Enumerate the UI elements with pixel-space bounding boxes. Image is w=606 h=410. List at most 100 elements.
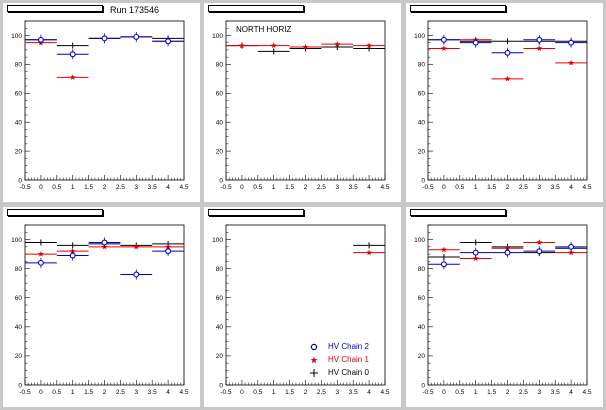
x-tick-label: 2 [103,184,107,191]
y-tick-label: 40 [216,119,224,126]
run-label: Run 173546 [110,5,160,15]
y-tick-label: 20 [216,353,224,360]
y-tick-label: 0 [219,177,223,184]
legend-label: HV Chain 0 [328,368,369,377]
data-point [568,59,575,66]
x-tick-label: 0 [240,184,244,191]
y-tick-label: 80 [216,62,224,69]
x-tick-label: 4 [367,389,371,396]
data-point [536,36,543,43]
y-tick-label: 100 [212,33,223,40]
y-tick-label: 0 [421,382,425,389]
x-tick-label: 1.5 [487,184,496,191]
x-tick-label: 3 [134,184,138,191]
data-point [37,259,44,266]
x-tick-label: 0.5 [253,184,262,191]
y-tick-label: 80 [418,62,426,69]
data-point [440,36,447,43]
pad-3: -0.5 0 0.5 1 1.5 2 2.5 3 3.5 4 4.5 0 20 40 60 80 100 [406,3,603,202]
x-tick-label: 2 [103,389,107,396]
y-tick-label: 100 [414,237,425,244]
x-tick-label: 0 [442,184,446,191]
data-point [472,39,479,46]
x-tick-label: 0.5 [52,389,61,396]
x-tick-label: 3 [335,184,339,191]
pad-title-box [410,209,506,216]
x-tick-label: 0.5 [455,184,464,191]
x-tick-label: 4.5 [380,184,389,191]
data-point [440,45,447,52]
x-tick-label: 0 [442,389,446,396]
legend-label: HV Chain 2 [328,342,369,351]
y-tick-label: 80 [216,266,224,273]
data-point [334,40,341,47]
data-point [270,42,277,49]
y-tick-label: 100 [414,33,425,40]
x-tick-label: 2.5 [519,184,528,191]
y-tick-label: 40 [15,324,23,331]
data-point [440,261,447,268]
x-tick-label: 4 [367,184,371,191]
x-tick-label: 1 [272,184,276,191]
data-point [504,49,511,56]
plot-frame [24,224,185,386]
x-tick-label: 4.5 [179,184,188,191]
x-tick-label: -0.5 [19,389,31,396]
x-tick-label: -0.5 [19,184,31,191]
pad-title-box [208,209,304,216]
x-tick-label: 0.5 [455,389,464,396]
x-tick-label: 1 [272,389,276,396]
x-tick-label: 3 [335,389,339,396]
x-tick-label: 2.5 [116,389,125,396]
x-tick-label: 4.5 [380,389,389,396]
y-tick-label: 80 [418,266,426,273]
x-tick-label: 1.5 [285,184,294,191]
x-tick-label: 1 [474,184,478,191]
x-tick-label: 2 [506,184,510,191]
data-point [133,33,140,40]
x-tick-label: 2 [304,389,308,396]
pad-5: -0.5 0 0.5 1 1.5 2 2.5 3 3.5 4 4.5 0 20 40 60 80 100 HV … [204,207,401,407]
y-tick-label: 60 [15,91,23,98]
plot-frame [427,20,588,181]
x-tick-label: 3 [537,389,541,396]
y-tick-label: 60 [216,91,224,98]
data-point [472,255,479,262]
x-tick-label: 1 [474,389,478,396]
y-tick-label: 60 [15,295,23,302]
x-tick-label: 4.5 [179,389,188,396]
legend-item-hv-chain-2: HV Chain 2 [306,340,369,353]
x-tick-label: 4 [569,184,573,191]
data-point [37,250,44,257]
plot-frame [24,20,185,181]
x-tick-label: 3.5 [349,184,358,191]
y-tick-label: 20 [15,148,23,155]
x-tick-label: 1.5 [285,389,294,396]
pad-title-box [208,5,304,12]
data-point [101,35,108,42]
x-tick-label: -0.5 [220,184,232,191]
data-point [472,249,479,256]
x-tick-label: 4 [166,184,170,191]
x-tick-label: 3.5 [349,389,358,396]
y-tick-label: 0 [18,382,22,389]
star-marker-icon [310,356,318,363]
x-tick-label: 2.5 [519,389,528,396]
y-tick-label: 80 [15,62,23,69]
x-tick-label: -0.5 [220,389,232,396]
x-tick-label: 0 [39,389,43,396]
data-point [37,36,44,43]
y-tick-label: 100 [11,237,22,244]
y-tick-label: 60 [418,295,426,302]
x-tick-label: 3.5 [148,184,157,191]
pad-title-box [7,5,103,12]
y-tick-label: 20 [15,353,23,360]
y-tick-label: 40 [418,324,426,331]
x-tick-label: 2.5 [317,184,326,191]
x-tick-label: 3.5 [148,389,157,396]
data-point [69,74,76,80]
data-point [165,38,172,45]
